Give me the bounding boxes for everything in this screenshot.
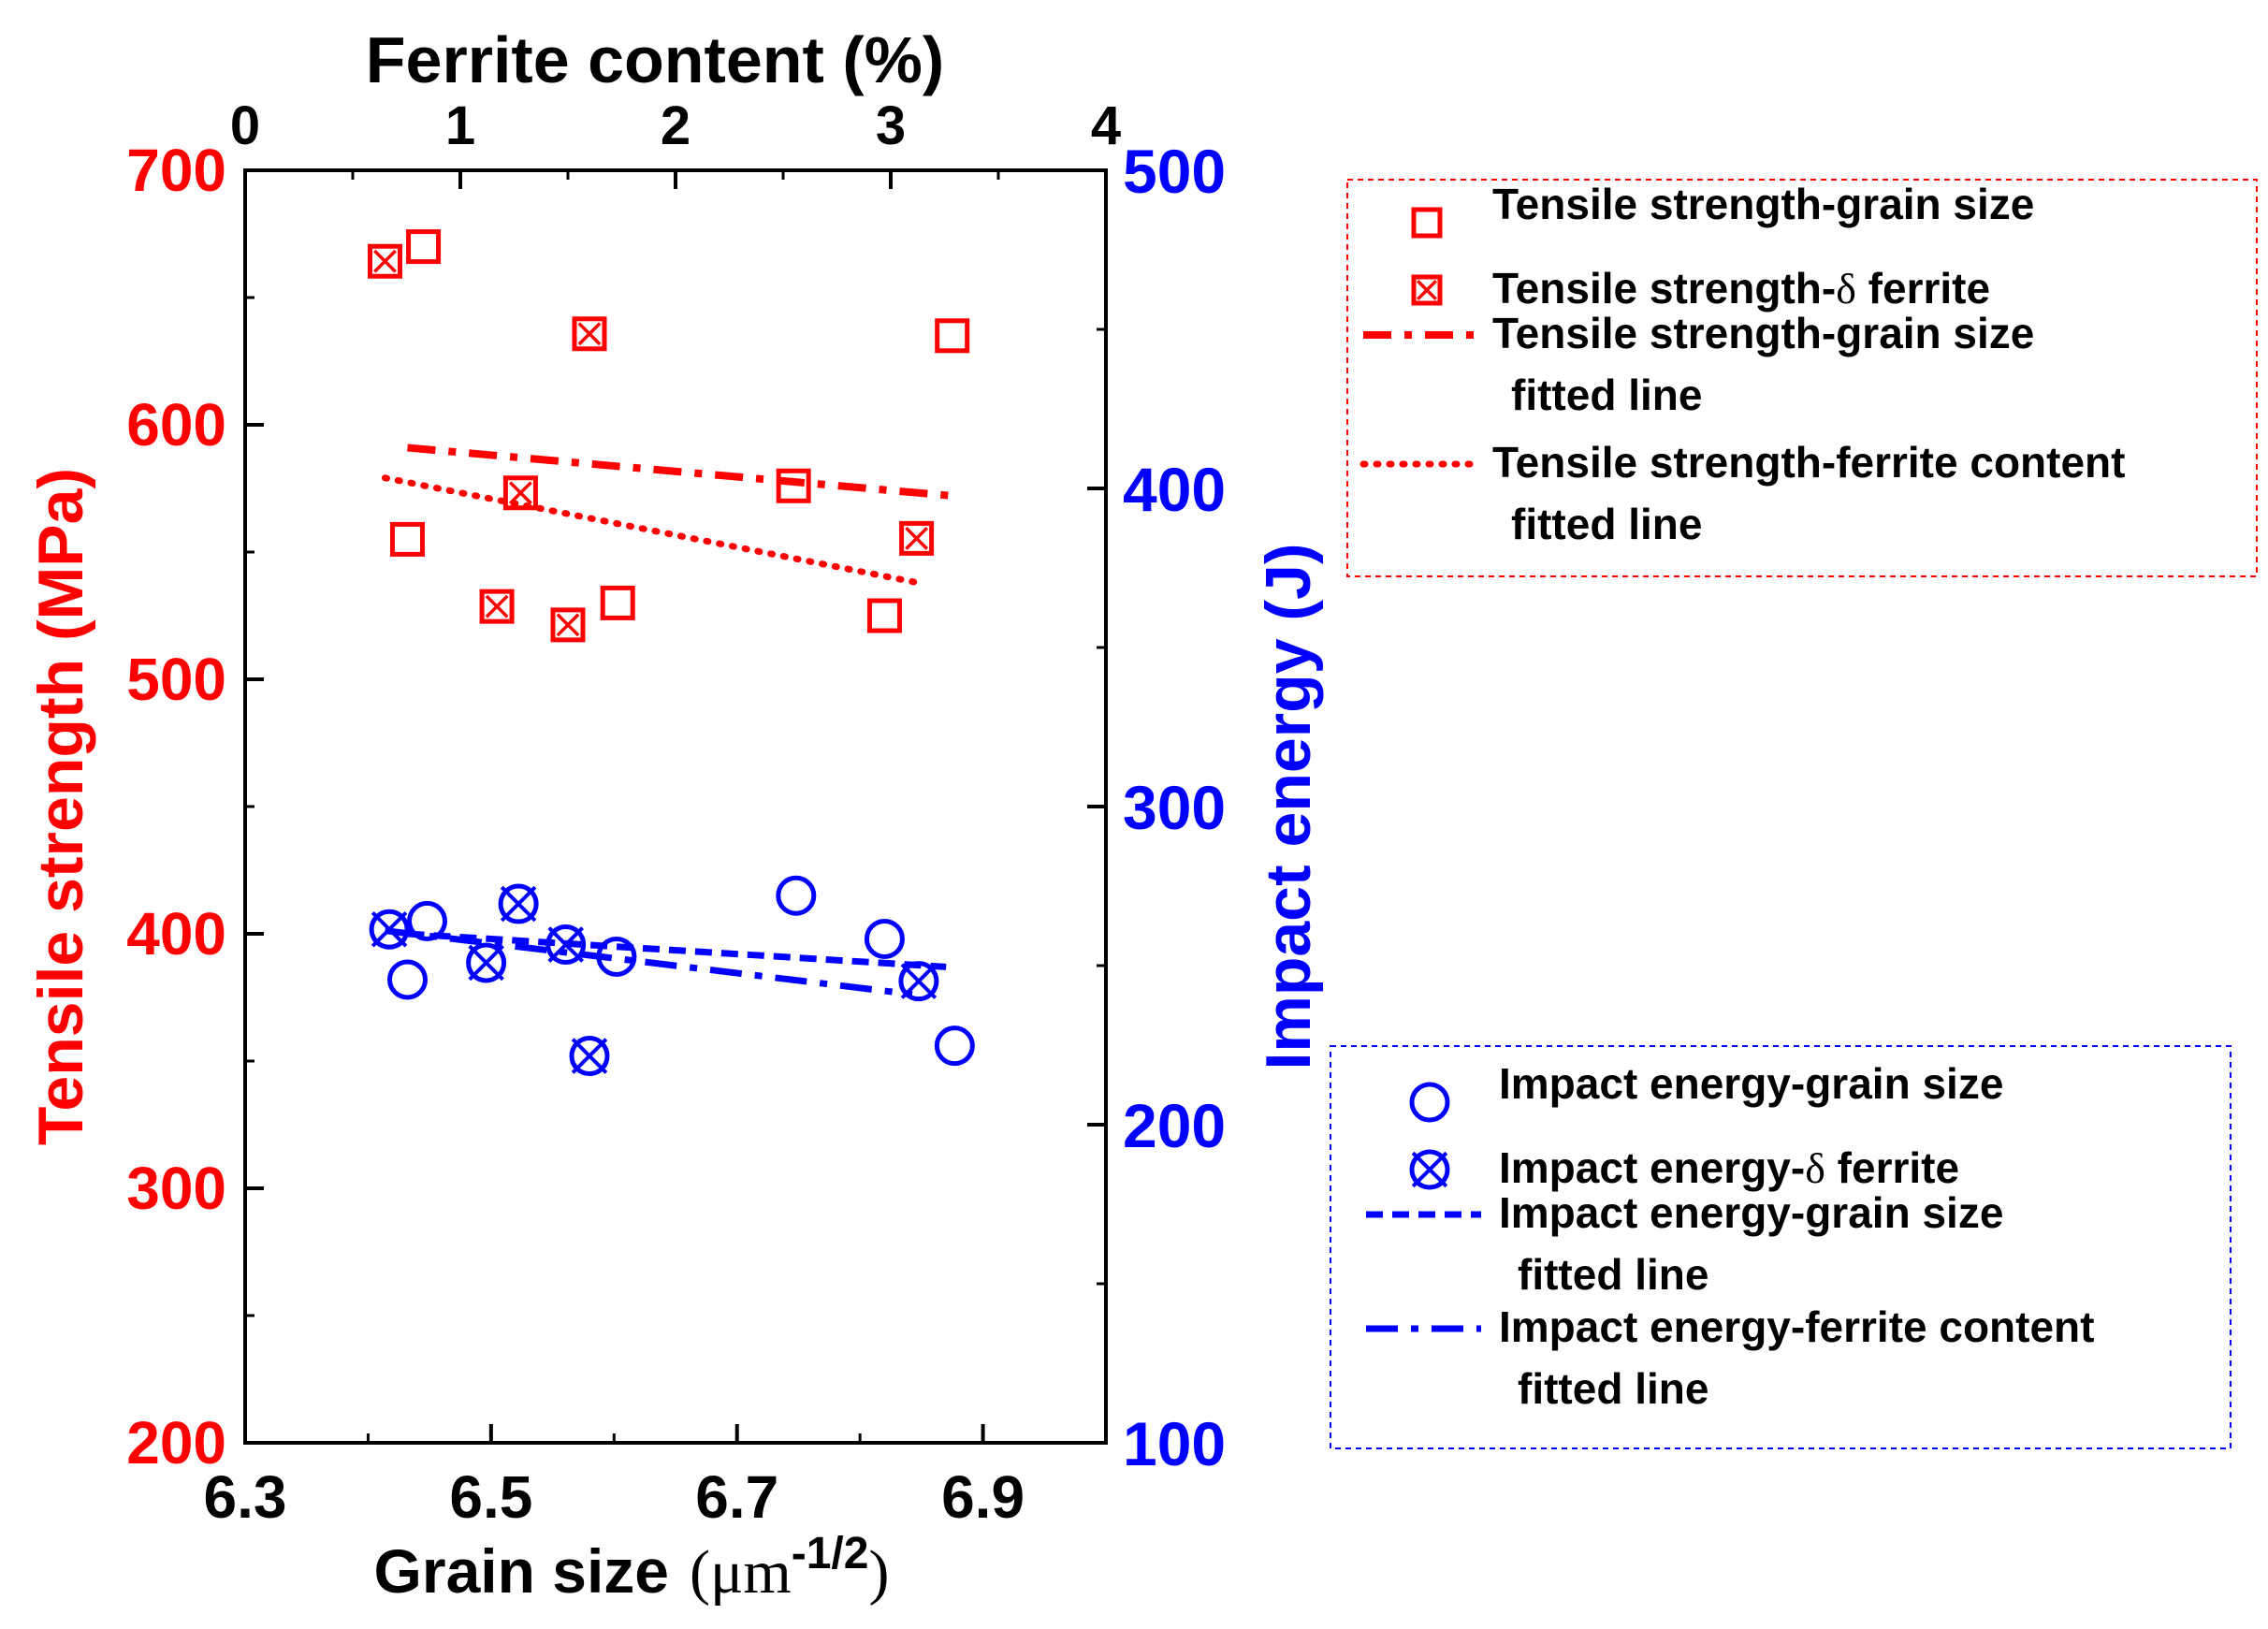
x-top-tick-label: 4 xyxy=(1091,95,1121,156)
legend-label-line: Tensile strength-grain size xyxy=(1492,309,2034,357)
legend-label-line: Tensile strength-grain size xyxy=(1492,180,2034,228)
data-point-circle xyxy=(386,959,428,1000)
data-point-circle xyxy=(776,875,817,916)
data-point-circle-x xyxy=(466,942,507,983)
data-point-square-x xyxy=(479,589,515,624)
legend-label-line: fitted line xyxy=(1511,500,1702,548)
legend-label-line: Impact energy-ferrite content xyxy=(1499,1302,2094,1351)
y-right-tick-label: 500 xyxy=(1123,137,1226,206)
data-point-circle xyxy=(864,918,905,959)
x-top-tick-label: 1 xyxy=(445,95,475,156)
y-left-tick-label: 500 xyxy=(126,646,226,713)
legend-symbol-circle xyxy=(1409,1082,1450,1123)
legend-symbol-square xyxy=(1411,207,1443,239)
data-point-square-x xyxy=(572,316,607,352)
plot-frame xyxy=(243,168,1108,1445)
x-bottom-tick-label: 6.9 xyxy=(941,1463,1025,1531)
bottom-axis-title-text: Grain size xyxy=(374,1536,669,1606)
y-left-tick-label: 400 xyxy=(126,900,226,967)
bottom-axis-unit-exponent: -1/2 xyxy=(792,1529,869,1578)
y-left-tick-label: 200 xyxy=(126,1409,226,1476)
data-point-circle xyxy=(407,900,448,941)
bottom-axis-unit-open: ( xyxy=(690,1538,710,1607)
y-left-tick-label: 700 xyxy=(126,137,226,204)
data-marks-layer xyxy=(368,229,975,1077)
legend-label-line: Impact energy-grain size xyxy=(1499,1059,2003,1108)
legend-label: Impact energy-grain size xyxy=(1499,1059,2003,1108)
left-axis-title: Tensile strength (MPa) xyxy=(25,468,96,1145)
legend-label-part: δ xyxy=(1805,1144,1825,1192)
y-right-tick-label: 200 xyxy=(1123,1091,1226,1160)
data-point-square xyxy=(406,229,442,265)
legend-frame xyxy=(1346,179,2258,577)
legend-label-part: ferrite xyxy=(1856,264,1990,313)
legend-label-line: fitted line xyxy=(1518,1364,1708,1413)
legend-label: Impact energy-grain size fitted line xyxy=(1499,1188,2003,1299)
legend-label-line: Impact energy-grain size xyxy=(1499,1188,2003,1237)
legend-label: Tensile strength-δ ferrite xyxy=(1492,264,1990,313)
y-left-tick-label: 300 xyxy=(126,1155,226,1222)
legend-frame xyxy=(1330,1045,2232,1449)
fit-line-dotted xyxy=(382,474,923,587)
x-bottom-tick-label: 6.5 xyxy=(449,1463,532,1531)
x-top-tick-label: 2 xyxy=(661,95,691,156)
data-point-square xyxy=(389,521,425,557)
data-point-square xyxy=(600,585,635,620)
bottom-axis-unit: μm xyxy=(710,1538,792,1607)
data-point-circle-x xyxy=(369,909,410,950)
top-axis-title: Ferrite content (%) xyxy=(366,23,944,96)
legend-symbol-circle-x xyxy=(1409,1149,1450,1190)
data-point-circle xyxy=(596,936,637,977)
legend-label: Impact energy-ferrite content fitted line xyxy=(1499,1302,2094,1413)
legend-label-line: fitted line xyxy=(1511,371,1702,419)
y-right-tick-label: 300 xyxy=(1123,773,1226,842)
data-point-circle-x xyxy=(545,924,587,966)
data-point-square xyxy=(776,468,811,503)
legend-label-part: δ xyxy=(1836,265,1856,313)
legend-label: Tensile strength-grain size xyxy=(1492,180,2034,228)
x-top-tick-label: 3 xyxy=(876,95,906,156)
right-axis-title: Impact energy (J) xyxy=(1253,543,1324,1069)
legend-label-part: Impact energy- xyxy=(1499,1143,1805,1192)
fit-line-short-dash xyxy=(407,930,947,970)
data-point-square-x xyxy=(899,520,935,556)
legend-label-part: Tensile strength- xyxy=(1492,264,1836,313)
data-point-square-x xyxy=(502,475,538,511)
bottom-axis-title: Grain size (μm-1/2) xyxy=(374,1529,890,1607)
legend-symbol-square-x xyxy=(1411,274,1443,306)
legend-label-line: Tensile strength-ferrite content xyxy=(1492,438,2125,487)
data-point-circle-x xyxy=(498,883,539,924)
legend-label: Tensile strength-ferrite content fitted l… xyxy=(1492,438,2125,548)
data-point-square-x xyxy=(550,607,586,643)
x-top-tick-label: 0 xyxy=(230,95,260,156)
data-point-square xyxy=(935,318,970,354)
y-right-tick-label: 100 xyxy=(1123,1409,1226,1478)
data-point-circle xyxy=(934,1025,975,1067)
fit-line-long-dash-dot xyxy=(385,927,913,998)
legend-label: Impact energy-δ ferrite xyxy=(1499,1143,1959,1192)
data-point-square-x xyxy=(368,243,402,279)
legend-label-line: fitted line xyxy=(1518,1250,1708,1299)
data-point-circle-x xyxy=(569,1036,610,1077)
x-bottom-tick-label: 6.7 xyxy=(695,1463,778,1531)
fit-line-dash-dot xyxy=(407,444,955,501)
data-point-square xyxy=(866,598,902,633)
y-left-tick-label: 600 xyxy=(126,391,226,458)
legend-label: Tensile strength-grain size fitted line xyxy=(1492,309,2034,419)
x-bottom-tick-label: 6.3 xyxy=(204,1463,287,1531)
data-point-circle-x xyxy=(898,961,939,1002)
y-right-tick-label: 400 xyxy=(1123,455,1226,524)
legend-label-part: ferrite xyxy=(1825,1143,1959,1192)
ticks-layer: 6.3 6.5 6.7 6.9 0 1 2 3 4 200 300 400 500 600 700 100 20… xyxy=(126,95,1226,1531)
bottom-axis-unit-close: ) xyxy=(868,1538,889,1607)
